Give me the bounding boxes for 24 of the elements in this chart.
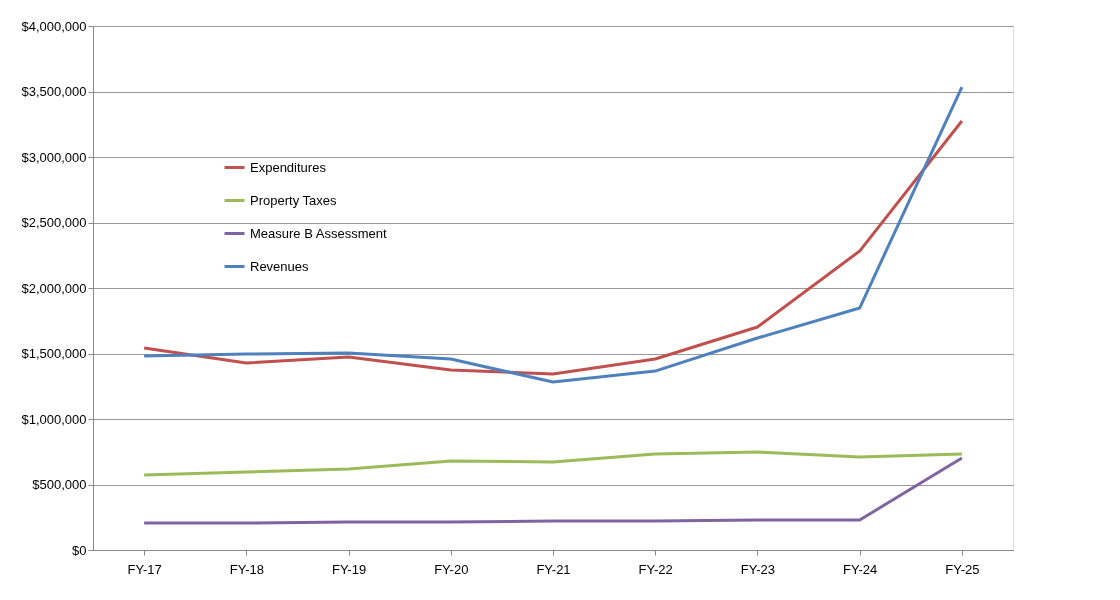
line-series	[142, 456, 964, 525]
x-tick-label: FY-25	[945, 561, 980, 577]
y-tick-label: $1,500,000	[21, 346, 87, 361]
x-tick-label: FY-17	[127, 561, 162, 577]
y-tick-label: $500,000	[32, 477, 87, 492]
y-tick-label: $3,500,000	[21, 84, 87, 99]
x-tick-label: FY-24	[843, 561, 878, 577]
y-tick-label: $3,000,000	[21, 149, 87, 165]
legend-label: Property Taxes	[250, 192, 337, 208]
y-tick-label: $0	[72, 542, 87, 558]
legend-label: Expenditures	[250, 159, 327, 175]
x-tick-label: FY-23	[740, 561, 776, 577]
y-tick-label: $2,500,000	[21, 215, 87, 230]
x-tick-label: FY-21	[536, 561, 571, 577]
x-tick-label: FY-18	[229, 561, 264, 577]
y-tick-label: $4,000,000	[21, 18, 87, 34]
y-tick-label: $2,000,000	[21, 280, 87, 296]
x-tick-label: FY-20	[434, 561, 469, 577]
x-tick-label: FY-22	[638, 561, 673, 577]
x-tick-label: FY-19	[331, 561, 367, 577]
legend-label: Revenues	[250, 258, 310, 274]
legend-label: Measure B Assessment	[250, 225, 387, 241]
line-series	[142, 450, 964, 477]
y-tick-label: $1,000,000	[21, 411, 87, 427]
